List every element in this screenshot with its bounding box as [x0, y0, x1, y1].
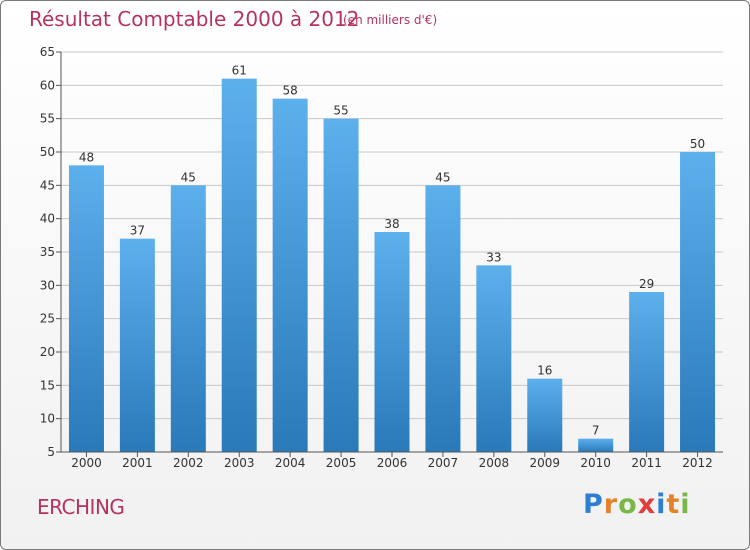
bar-2008	[476, 265, 512, 452]
x-tick-label-2009: 2009	[529, 456, 560, 470]
chart-subtitle: (en milliers d'€)	[343, 13, 438, 27]
data-label-2007: 45	[435, 170, 450, 184]
y-tick-label: 50	[40, 145, 55, 159]
data-label-2003: 61	[232, 64, 247, 78]
data-label-2000: 48	[79, 150, 94, 164]
x-tick-label-2007: 2007	[428, 456, 459, 470]
y-tick-label: 10	[40, 412, 55, 426]
x-tick-label-2008: 2008	[479, 456, 510, 470]
data-label-2011: 29	[639, 277, 654, 291]
bar-2006	[374, 232, 410, 452]
data-label-2012: 50	[690, 137, 705, 151]
data-label-2004: 58	[283, 84, 298, 98]
y-tick-label: 40	[40, 212, 55, 226]
data-label-2008: 33	[486, 250, 501, 264]
bar-2011	[629, 292, 665, 452]
proxiti-logo[interactable]: Proxiti	[583, 489, 691, 520]
x-tick-label-2003: 2003	[224, 456, 255, 470]
chart-title: Résultat Comptable 2000 à 2012	[29, 7, 360, 31]
y-tick-label: 20	[40, 345, 55, 359]
data-label-2010: 7	[592, 424, 600, 438]
y-tick-label: 5	[47, 445, 55, 459]
y-tick-label: 25	[40, 312, 55, 326]
x-tick-label-2012: 2012	[682, 456, 713, 470]
x-tick-label-2010: 2010	[580, 456, 611, 470]
y-tick-label: 45	[40, 178, 55, 192]
bar-2003	[221, 78, 257, 453]
bar-2001	[119, 238, 155, 452]
data-label-2006: 38	[384, 217, 399, 231]
place-name: ERCHING	[37, 495, 125, 519]
x-tick-label-2011: 2011	[631, 456, 662, 470]
logo-letter: r	[603, 489, 619, 520]
y-tick-label: 55	[40, 112, 55, 126]
logo-letter: t	[666, 489, 681, 520]
x-tick-label-2002: 2002	[173, 456, 204, 470]
y-tick-label: 35	[40, 245, 55, 259]
y-tick-label: 15	[40, 378, 55, 392]
bar-2007	[425, 185, 461, 453]
logo-letter: i	[656, 489, 667, 520]
bar-2005	[323, 118, 359, 453]
y-tick-label: 30	[40, 278, 55, 292]
bar-2004	[272, 98, 308, 453]
x-axis: 2000 2001 2002 2003 2004 2005 2006 2007 2008 2009…	[61, 451, 723, 470]
x-tick-label-2004: 2004	[275, 456, 306, 470]
logo-letter: P	[583, 489, 604, 520]
bar-2000	[68, 165, 104, 453]
data-label-2002: 45	[181, 170, 196, 184]
bars	[68, 78, 716, 453]
bar-2009	[527, 378, 563, 452]
data-label-2005: 55	[333, 104, 348, 118]
bar-2002	[170, 185, 206, 453]
x-tick-label-2000: 2000	[71, 456, 102, 470]
x-tick-label-2001: 2001	[122, 456, 153, 470]
data-label-2009: 16	[537, 364, 552, 378]
bar-2012	[680, 152, 716, 452]
y-tick-label: 60	[40, 78, 55, 92]
x-tick-label-2006: 2006	[377, 456, 408, 470]
bar-2010	[578, 438, 614, 452]
logo-letter: x	[637, 489, 657, 520]
logo-letter: o	[618, 489, 638, 520]
data-label-2001: 37	[130, 224, 145, 238]
y-tick-label: 65	[40, 45, 55, 59]
data-labels: 48 37 45 61 58 55 38 45 33 16 7 29 50	[79, 64, 705, 438]
x-tick-label-2005: 2005	[326, 456, 357, 470]
logo-letter: i	[680, 489, 691, 520]
y-axis: 5 10 15 20 25 30 35 40 45 50 55 60 65	[40, 45, 62, 459]
